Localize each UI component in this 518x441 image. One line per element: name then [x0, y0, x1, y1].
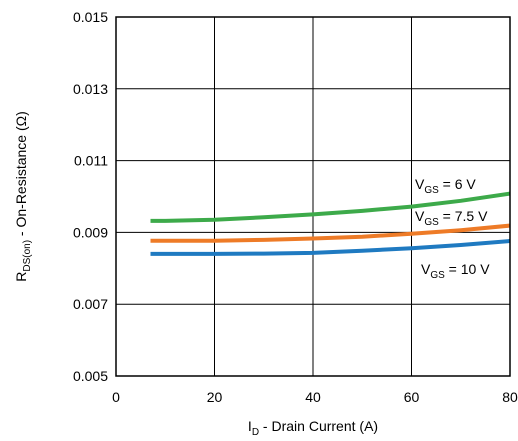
x-axis-title: ID - Drain Current (A)	[248, 418, 378, 438]
series-lines	[150, 191, 511, 256]
grid-lines	[116, 17, 510, 376]
y-tick-label: 0.009	[73, 224, 108, 240]
y-axis-title: RDS(on) - On-Resistance (Ω)	[13, 111, 33, 282]
plot-frame	[115, 16, 511, 377]
y-tick-label: 0.013	[73, 81, 108, 97]
series-line	[150, 223, 511, 243]
x-tick-label: 60	[404, 389, 420, 405]
y-tick-label: 0.011	[74, 153, 108, 169]
x-tick-label: 0	[112, 389, 120, 405]
y-tick-labels: 0.005 0.007 0.009 0.011 0.013 0.015	[73, 9, 108, 384]
x-tick-label: 40	[305, 389, 321, 405]
series-line	[150, 239, 511, 256]
y-tick-label: 0.005	[73, 368, 108, 384]
series-labels: VGS = 6 V VGS = 7.5 V VGS = 10 V	[415, 176, 490, 281]
series-line	[150, 191, 511, 223]
series-label: VGS = 6 V	[415, 176, 476, 196]
x-tick-label: 20	[207, 389, 223, 405]
y-tick-label: 0.015	[73, 9, 108, 25]
x-tick-label: 80	[502, 389, 518, 405]
series-label: VGS = 7.5 V	[415, 208, 488, 228]
x-tick-labels: 0 20 40 60 80	[112, 389, 518, 405]
series-label: VGS = 10 V	[421, 261, 490, 281]
y-tick-label: 0.007	[73, 296, 108, 312]
